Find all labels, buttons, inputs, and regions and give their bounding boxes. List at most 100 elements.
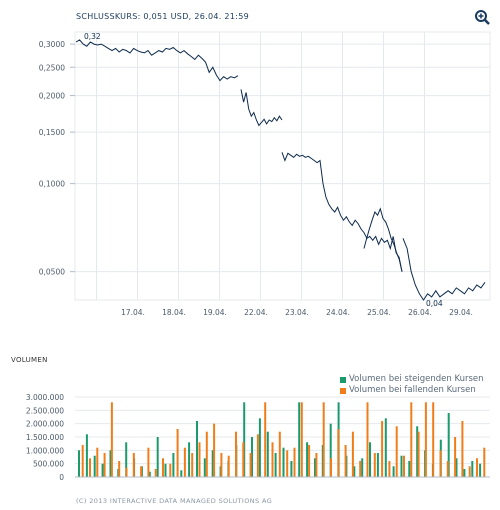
volume-bar [274, 453, 277, 477]
volume-bar [476, 458, 478, 477]
volume-title: VOLUMEN [11, 356, 48, 364]
volume-bar [213, 423, 216, 477]
price-line-segment [402, 238, 486, 301]
volume-bar [384, 418, 387, 477]
volume-bar [463, 469, 466, 477]
volume-bar [249, 453, 252, 477]
volume-bar [408, 461, 411, 477]
volume-y-tick-label: 500.000 [33, 460, 64, 469]
volume-bar [148, 471, 151, 477]
zoom-in-icon[interactable] [474, 9, 490, 25]
volume-bar [410, 402, 413, 477]
y-tick-label: 0,0500 [39, 268, 65, 277]
volume-bar [286, 450, 289, 477]
volume-bar [353, 466, 356, 477]
x-tick-label: 26.04. [408, 308, 432, 317]
volume-bar [381, 421, 384, 477]
x-tick-label: 19.04. [203, 308, 227, 317]
volume-bar [403, 455, 405, 477]
volume-legend: Volumen bei steigenden Kursen Volumen be… [340, 374, 484, 396]
volume-bar [400, 455, 403, 477]
volume-bar [211, 450, 214, 477]
copyright-notice: (C) 2013 INTERACTIVE DATA MANAGED SOLUTI… [76, 497, 273, 505]
x-tick-label: 17.04. [121, 308, 145, 317]
volume-bar [191, 453, 194, 477]
volume-bar [235, 431, 237, 477]
volume-bar [96, 447, 99, 477]
y-tick-label: 0,2000 [39, 92, 65, 101]
volume-bar [424, 402, 427, 477]
price-line-segment [281, 152, 403, 272]
volume-y-tick-label: 3.000.000 [26, 393, 64, 402]
volume-bar [154, 469, 157, 477]
volume-bar [290, 461, 293, 477]
volume-bar [315, 453, 318, 477]
volume-bar [103, 453, 106, 477]
low-annotation: 0,04 [426, 299, 443, 308]
legend-label-down: Volumen bei fallenden Kursen [349, 385, 476, 395]
volume-bar [483, 447, 486, 477]
volume-bar [416, 426, 419, 477]
legend-swatch-down [340, 387, 346, 394]
volume-bar [81, 445, 84, 477]
volume-bar [392, 466, 395, 477]
chart-title: SCHLUSSKURS: 0,051 USD, 26.04. 21:59 [76, 12, 249, 21]
volume-bar [243, 402, 246, 477]
volume-bar [479, 463, 482, 477]
plot-frame [74, 31, 491, 301]
volume-bar [447, 413, 450, 477]
volume-bar [330, 458, 332, 477]
volume-y-tick-label: 2.500.000 [26, 406, 64, 415]
volume-bar [417, 431, 420, 477]
volume-bar [188, 442, 191, 477]
volume-bar [227, 455, 230, 477]
volume-bar [454, 437, 457, 477]
volume-bar [156, 437, 159, 477]
volume-bar [164, 463, 167, 477]
x-tick-label: 24.04. [326, 308, 350, 317]
volume-bar [242, 442, 245, 477]
volume-bar [359, 461, 362, 477]
volume-bar [183, 447, 186, 477]
x-tick-label: 22.04. [244, 308, 268, 317]
volume-bar [337, 429, 340, 477]
volume-bar [264, 402, 267, 477]
y-tick-label: 0,2500 [39, 63, 65, 72]
volume-bar [271, 442, 274, 477]
volume-bar [461, 421, 464, 477]
y-tick-label: 0,1000 [39, 180, 65, 189]
volume-bar [147, 447, 150, 477]
volume-bar [110, 402, 113, 477]
price-line-segment [363, 207, 403, 272]
volume-bar [85, 434, 88, 477]
volume-bar [169, 463, 172, 477]
volume-bar [432, 402, 435, 477]
volume-bar [388, 461, 391, 477]
volume-y-tick-label: 1.000.000 [26, 446, 64, 455]
legend-swatch-up [340, 376, 346, 383]
volume-bar [468, 466, 471, 477]
volume-bar [89, 458, 91, 477]
x-tick-label: 25.04. [367, 308, 391, 317]
volume-y-tick-label: 2.000.000 [26, 420, 64, 429]
volume-bar [298, 402, 301, 477]
volume-bar [132, 453, 135, 477]
legend-label-up: Volumen bei steigenden Kursen [349, 374, 484, 384]
high-annotation: 0,32 [84, 32, 101, 41]
volume-chart: 3.000.000 2.500.000 2.000.000 1.500.000 1.00… [26, 393, 490, 482]
price-line-segment [240, 89, 283, 127]
volume-bar [471, 461, 474, 477]
volume-bar [266, 431, 269, 477]
price-chart: 0,3000 0,2500 0,2000 0,1500 0,1000 0,0500 17.0… [39, 31, 491, 317]
volume-bar [293, 447, 296, 477]
volume-bar [306, 442, 309, 477]
volume-bar [366, 402, 369, 477]
volume-bar [278, 431, 281, 477]
volume-bar [101, 463, 104, 477]
volume-bar [369, 442, 371, 477]
volume-bar [351, 431, 354, 477]
volume-bar [439, 450, 442, 477]
volume-y-tick-label: 0 [59, 473, 64, 482]
volume-bar [373, 453, 376, 477]
volume-bar [376, 453, 379, 477]
